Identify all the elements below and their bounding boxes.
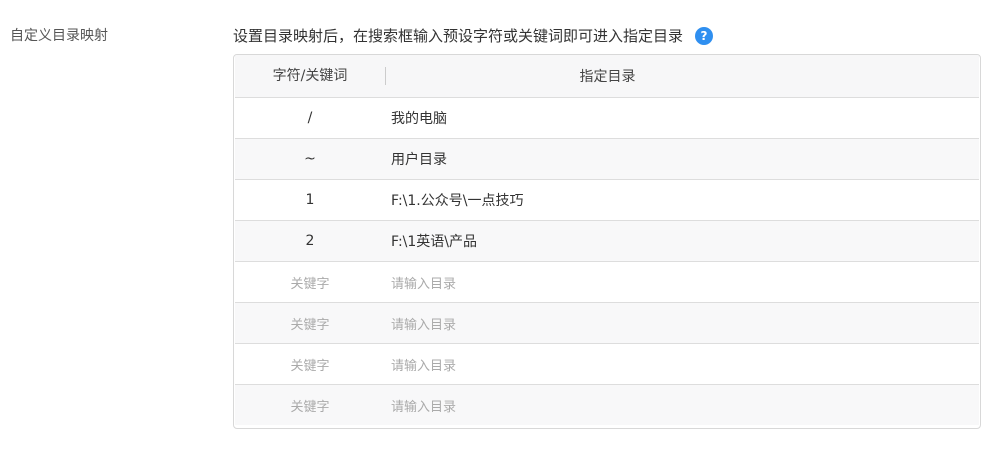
key-input[interactable]: 关键字 bbox=[290, 276, 330, 292]
dir-input[interactable]: 请输入目录 bbox=[391, 358, 457, 374]
table-row[interactable]: 2 F:\1英语\产品 bbox=[235, 221, 979, 262]
table-row[interactable]: / 我的电脑 bbox=[235, 98, 979, 139]
table-row[interactable]: ~ 用户目录 bbox=[235, 139, 979, 180]
key-cell[interactable]: 2 bbox=[305, 233, 315, 249]
table-header: 字符/关键词 指定目录 bbox=[235, 55, 979, 98]
description: 设置目录映射后，在搜索框输入预设字符或关键词即可进入指定目录 ? bbox=[233, 25, 714, 46]
mapping-table: 字符/关键词 指定目录 / 我的电脑 ~ 用户目录 1 F:\1.公众号\一点技… bbox=[233, 54, 981, 429]
section-label: 自定义目录映射 bbox=[10, 28, 108, 44]
description-text: 设置目录映射后，在搜索框输入预设字符或关键词即可进入指定目录 bbox=[233, 27, 684, 45]
key-cell[interactable]: 1 bbox=[305, 192, 315, 208]
key-input[interactable]: 关键字 bbox=[290, 358, 330, 374]
key-cell[interactable]: / bbox=[307, 110, 313, 126]
empty-row[interactable]: 关键字 请输入目录 bbox=[235, 385, 979, 425]
dir-input[interactable]: 请输入目录 bbox=[391, 317, 457, 333]
dir-cell[interactable]: 我的电脑 bbox=[391, 111, 447, 127]
empty-row[interactable]: 关键字 请输入目录 bbox=[235, 344, 979, 385]
dir-cell[interactable]: 用户目录 bbox=[391, 152, 447, 168]
key-input[interactable]: 关键字 bbox=[290, 399, 330, 415]
empty-row[interactable]: 关键字 请输入目录 bbox=[235, 262, 979, 303]
empty-row[interactable]: 关键字 请输入目录 bbox=[235, 303, 979, 344]
key-cell[interactable]: ~ bbox=[304, 151, 316, 167]
dir-input[interactable]: 请输入目录 bbox=[391, 399, 457, 415]
header-key: 字符/关键词 bbox=[235, 67, 386, 85]
dir-input[interactable]: 请输入目录 bbox=[391, 276, 457, 292]
header-dir: 指定目录 bbox=[579, 69, 636, 85]
table-row[interactable]: 1 F:\1.公众号\一点技巧 bbox=[235, 180, 979, 221]
dir-cell[interactable]: F:\1英语\产品 bbox=[391, 234, 478, 250]
help-icon[interactable]: ? bbox=[695, 26, 714, 45]
dir-cell[interactable]: F:\1.公众号\一点技巧 bbox=[391, 193, 524, 209]
key-input[interactable]: 关键字 bbox=[290, 317, 330, 333]
